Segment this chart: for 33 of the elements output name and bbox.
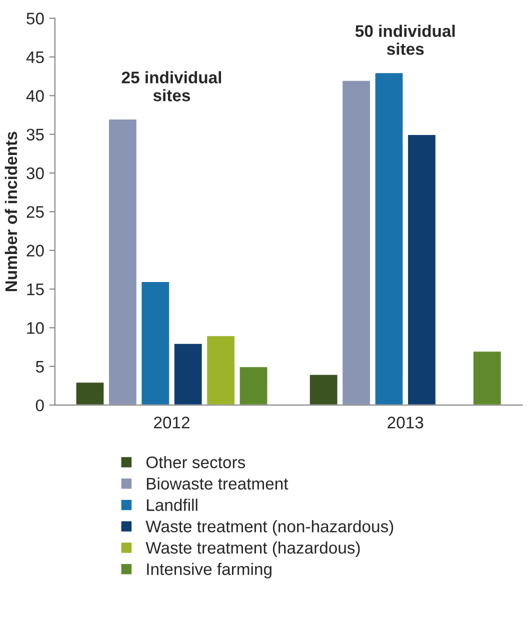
legend-label: Waste treatment (non-hazardous) [146, 520, 394, 536]
annotation: 50 individual sites [355, 24, 455, 55]
y-tick-label: 5 [36, 360, 44, 373]
y-tick-label: 45 [26, 52, 44, 64]
bar [472, 350, 502, 406]
y-tick-label: 10 [27, 322, 44, 334]
bar [108, 118, 138, 406]
y-axis-title: Number of incidents [4, 132, 18, 292]
bar [406, 134, 437, 406]
bar [173, 342, 204, 406]
bar [341, 79, 372, 406]
y-tick-label: 40 [26, 90, 44, 102]
bar [74, 381, 106, 406]
y-tick-label: 35 [26, 128, 44, 141]
legend-label: Waste treatment (hazardous) [146, 541, 360, 558]
y-tick-label: 15 [27, 284, 44, 296]
x-tick-label: 2012 [154, 416, 190, 428]
bar [140, 280, 170, 406]
y-tick-label: 0 [36, 399, 44, 412]
legend-label: Other sectors [146, 456, 246, 468]
y-tick-label: 50 [26, 12, 44, 24]
y-tick-label: 25 [26, 206, 44, 218]
y-tick-label: 20 [26, 244, 44, 257]
legend-label: Landfill [146, 498, 198, 511]
legend-label: Intensive farming [147, 562, 272, 578]
bar [374, 72, 404, 406]
y-tick-label: 30 [26, 167, 44, 180]
legend-label: Biowaste treatment [146, 477, 288, 490]
x-tick-label: 2013 [388, 416, 424, 428]
bar [308, 373, 339, 406]
annotation: 25 individual sites [122, 71, 222, 102]
bar [206, 334, 236, 406]
bar [238, 366, 269, 406]
